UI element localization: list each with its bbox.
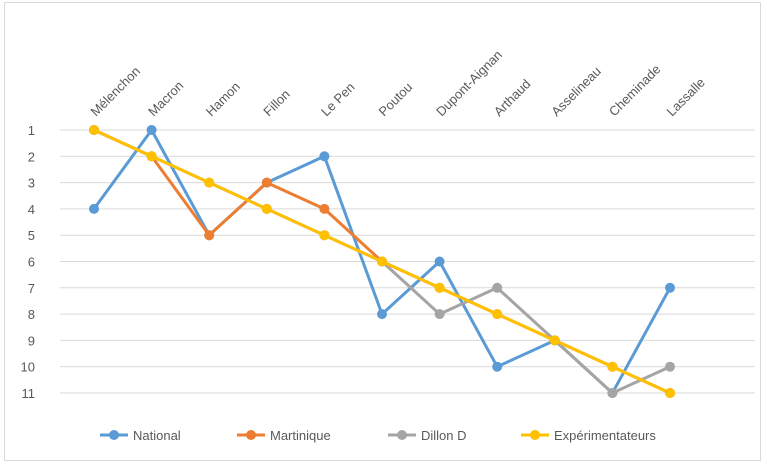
legend-label: National bbox=[133, 428, 181, 443]
y-tick-label: 5 bbox=[28, 228, 35, 243]
legend-marker bbox=[246, 430, 256, 440]
data-point bbox=[261, 203, 272, 214]
legend-item: Expérimentateurs bbox=[521, 428, 656, 443]
legend-item: Dillon D bbox=[388, 428, 467, 443]
data-point bbox=[549, 335, 560, 346]
category-label: Arthaud bbox=[491, 76, 534, 119]
data-point bbox=[665, 282, 675, 293]
category-label: Le Pen bbox=[318, 79, 358, 119]
data-point bbox=[377, 309, 387, 320]
data-point bbox=[319, 230, 330, 241]
y-tick-label: 4 bbox=[28, 202, 35, 217]
data-point bbox=[319, 151, 330, 162]
legend-item: National bbox=[100, 428, 181, 443]
category-label: Mélenchon bbox=[88, 64, 144, 120]
data-point bbox=[89, 203, 99, 214]
data-point bbox=[434, 256, 445, 267]
category-label: Cheminade bbox=[606, 61, 664, 119]
category-label: Macron bbox=[145, 78, 186, 119]
data-point bbox=[665, 388, 675, 398]
y-tick-label: 6 bbox=[28, 255, 35, 270]
category-label: Fillon bbox=[260, 87, 293, 120]
y-tick-label: 3 bbox=[28, 176, 35, 191]
category-label: Lassalle bbox=[664, 75, 708, 119]
data-point bbox=[146, 125, 157, 135]
category-label: Hamon bbox=[203, 79, 243, 119]
grid-lines bbox=[60, 129, 755, 394]
chart-frame: 1 2 3 4 5 6 7 8 9 10 11 Mélenchon Macron Hamon Fillon… bbox=[4, 2, 761, 461]
y-tick-label: 7 bbox=[28, 281, 35, 296]
data-point bbox=[492, 309, 503, 320]
y-tick-label: 11 bbox=[22, 386, 36, 401]
y-tick-label: 9 bbox=[28, 333, 35, 348]
data-point bbox=[607, 361, 618, 372]
data-point bbox=[261, 177, 272, 188]
data-point bbox=[204, 177, 215, 188]
category-label: Asselineau bbox=[548, 64, 604, 120]
data-point bbox=[204, 230, 215, 241]
series-exp-rimentateurs bbox=[89, 125, 675, 398]
data-point bbox=[665, 361, 675, 372]
legend-item: Martinique bbox=[237, 428, 331, 443]
data-point bbox=[89, 125, 99, 135]
data-point bbox=[146, 151, 157, 162]
y-tick-label: 10 bbox=[21, 360, 35, 375]
data-point bbox=[319, 203, 330, 214]
legend-label: Martinique bbox=[270, 428, 331, 443]
data-point bbox=[492, 361, 503, 372]
data-point bbox=[434, 309, 445, 320]
legend-marker bbox=[109, 430, 119, 440]
legend-marker bbox=[397, 430, 407, 440]
legend-marker bbox=[530, 430, 540, 440]
legend-label: Expérimentateurs bbox=[554, 428, 656, 443]
legend: National Martinique Dillon D Expérimentateu… bbox=[100, 428, 656, 443]
data-point bbox=[434, 282, 445, 293]
line-chart: 1 2 3 4 5 6 7 8 9 10 11 Mélenchon Macron Hamon Fillon… bbox=[21, 47, 755, 443]
category-label: Poutou bbox=[376, 79, 416, 119]
data-point bbox=[607, 388, 618, 398]
legend-label: Dillon D bbox=[421, 428, 467, 443]
category-labels: Mélenchon Macron Hamon Fillon Le Pen Poutou Du… bbox=[88, 47, 708, 119]
series-lines bbox=[89, 125, 675, 398]
y-tick-label: 2 bbox=[28, 149, 35, 164]
data-point bbox=[492, 282, 503, 293]
y-tick-label: 1 bbox=[28, 123, 35, 138]
y-axis-tick-labels: 1 2 3 4 5 6 7 8 9 10 11 bbox=[21, 123, 35, 401]
data-point bbox=[377, 256, 387, 267]
y-tick-label: 8 bbox=[28, 307, 35, 322]
